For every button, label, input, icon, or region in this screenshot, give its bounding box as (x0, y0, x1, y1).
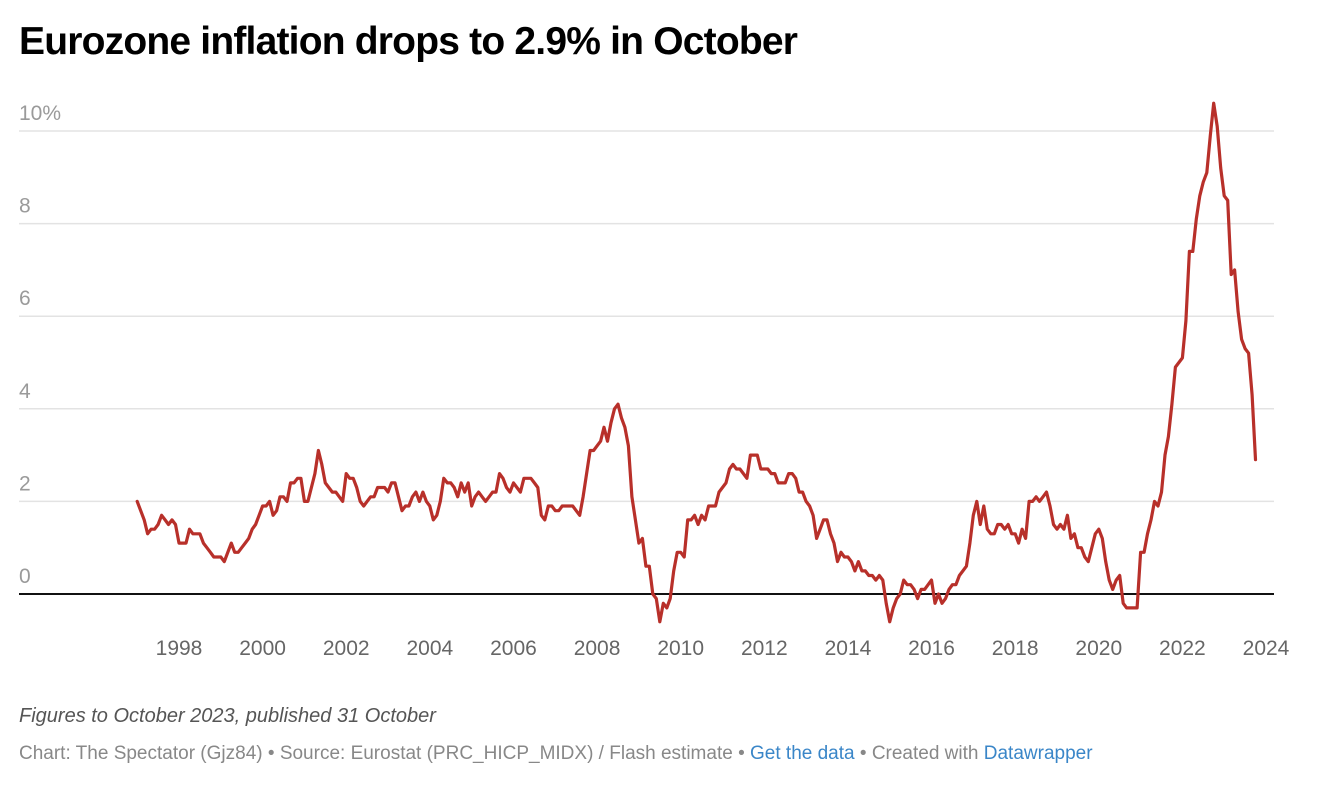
y-tick-label: 8 (19, 195, 31, 218)
created-with-text: Created with (871, 743, 984, 764)
y-tick-label: 0 (19, 565, 31, 588)
inflation-line (135, 101, 1258, 624)
gridlines (19, 130, 1274, 595)
x-tick-label: 2014 (825, 637, 872, 660)
x-tick-label: 2016 (908, 637, 955, 660)
x-tick-label: 2024 (1243, 637, 1290, 660)
y-tick-label: 4 (19, 380, 31, 403)
get-the-data-link[interactable]: Get the data (750, 743, 855, 764)
x-tick-label: 2018 (992, 637, 1039, 660)
x-tick-label: 2000 (239, 637, 286, 660)
x-tick-label: 2022 (1159, 637, 1206, 660)
x-tick-label: 2010 (657, 637, 704, 660)
chart-footer: Chart: The Spectator (Gjz84) • Source: E… (19, 743, 1093, 765)
y-tick-label: 10% (19, 102, 61, 125)
x-tick-label: 2020 (1075, 637, 1122, 660)
chart-title: Eurozone inflation drops to 2.9% in Octo… (19, 20, 798, 63)
x-tick-label: 2008 (574, 637, 621, 660)
x-tick-label: 1998 (156, 637, 203, 660)
y-tick-label: 2 (19, 472, 31, 495)
x-tick-label: 2006 (490, 637, 537, 660)
separator: • (732, 743, 751, 764)
separator: • (262, 743, 280, 764)
datawrapper-link[interactable]: Datawrapper (983, 743, 1093, 764)
chart-credit: Chart: The Spectator (Gjz84) (19, 743, 263, 764)
x-tick-label: 2004 (406, 637, 453, 660)
series-group (135, 101, 1258, 624)
chart-notes: Figures to October 2023, published 31 Oc… (19, 705, 436, 727)
separator: • (854, 743, 872, 764)
source-text: Source: Eurostat (PRC_HICP_MIDX) / Flash… (279, 743, 733, 764)
x-tick-label: 2002 (323, 637, 370, 660)
x-tick-label: 2012 (741, 637, 788, 660)
y-tick-label: 6 (19, 287, 31, 310)
y-axis-ticks: 0 2 4 6 8 10% (19, 102, 61, 588)
line-chart: 0 2 4 6 8 10% 1998 2000 2002 2004 2006 2008 2010 201… (19, 101, 1290, 660)
x-axis-ticks: 1998 2000 2002 2004 2006 2008 2010 2012 2014 2016… (156, 637, 1290, 660)
